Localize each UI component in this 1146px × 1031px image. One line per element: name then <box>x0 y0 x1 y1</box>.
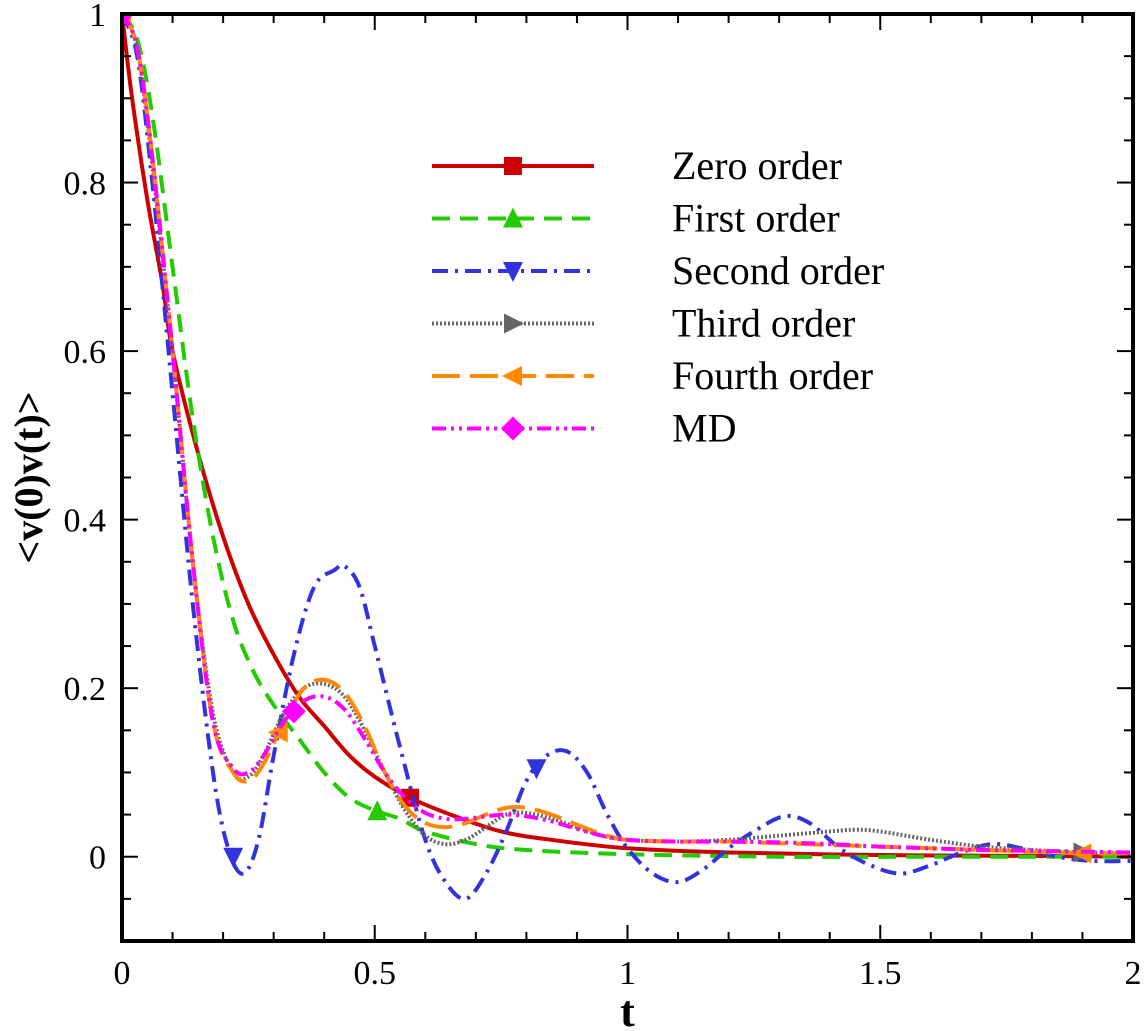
series-line <box>122 14 1133 859</box>
y-tick-label: 0.2 <box>64 671 107 708</box>
legend-swatch-marker <box>503 262 523 282</box>
legend-label: Third order <box>672 301 855 346</box>
series-marker <box>122 14 134 26</box>
y-tick-label: 0.4 <box>64 503 107 540</box>
x-tick-label: 0 <box>114 955 131 992</box>
series-marker <box>281 699 306 724</box>
x-tick-label: 0.5 <box>354 955 397 992</box>
y-tick-label: 0 <box>89 840 106 877</box>
legend-swatch-marker <box>503 207 523 228</box>
legend-item: Third order <box>432 301 855 346</box>
series-marker <box>526 759 547 780</box>
legend-swatch-marker <box>504 313 524 334</box>
series-zero-order <box>122 14 1133 859</box>
legend-item: First order <box>432 196 840 241</box>
x-tick-label: 2 <box>1125 955 1142 992</box>
series-marker <box>223 847 244 868</box>
series-line <box>122 14 1133 859</box>
legend-swatch-marker <box>504 157 522 175</box>
legend-label: Zero order <box>672 143 842 188</box>
series-line <box>122 14 1133 855</box>
legend-item: Zero order <box>432 143 842 188</box>
series-line <box>122 14 1133 856</box>
legend-item: Second order <box>432 248 884 293</box>
y-axis-title: <v(0)v(t)> <box>6 391 51 563</box>
legend: Zero order First order Second order Third o… <box>432 143 884 451</box>
series-fourth-order <box>122 14 1133 864</box>
axes-layer: 0 0.5 1 1.5 200.20.40.60.81t<v(0)v(t)> <box>6 0 1142 1031</box>
x-tick-label: 1 <box>619 955 636 992</box>
y-tick-label: 0.6 <box>64 334 107 371</box>
series-second-order <box>122 14 1133 901</box>
series-line <box>122 14 1133 901</box>
legend-item: MD <box>432 406 736 451</box>
legend-swatch-marker <box>502 366 522 386</box>
series-line <box>122 14 1133 855</box>
legend-item: Fourth order <box>432 353 873 398</box>
legend-swatch-marker <box>501 416 525 441</box>
plot-frame <box>120 12 1135 943</box>
series-layer <box>122 14 1133 901</box>
y-tick-label: 0.8 <box>64 166 107 203</box>
series-marker <box>367 800 388 821</box>
legend-label: Second order <box>672 248 884 293</box>
series-third-order <box>122 14 1133 863</box>
legend-label: First order <box>672 196 840 241</box>
x-tick-label: 1.5 <box>859 955 902 992</box>
series-md <box>122 14 1133 855</box>
legend-label: MD <box>672 406 736 451</box>
legend-label: Fourth order <box>672 353 873 398</box>
series-first-order <box>122 14 1133 859</box>
y-tick-label: 1 <box>89 0 106 34</box>
x-axis-title: t <box>620 987 635 1031</box>
